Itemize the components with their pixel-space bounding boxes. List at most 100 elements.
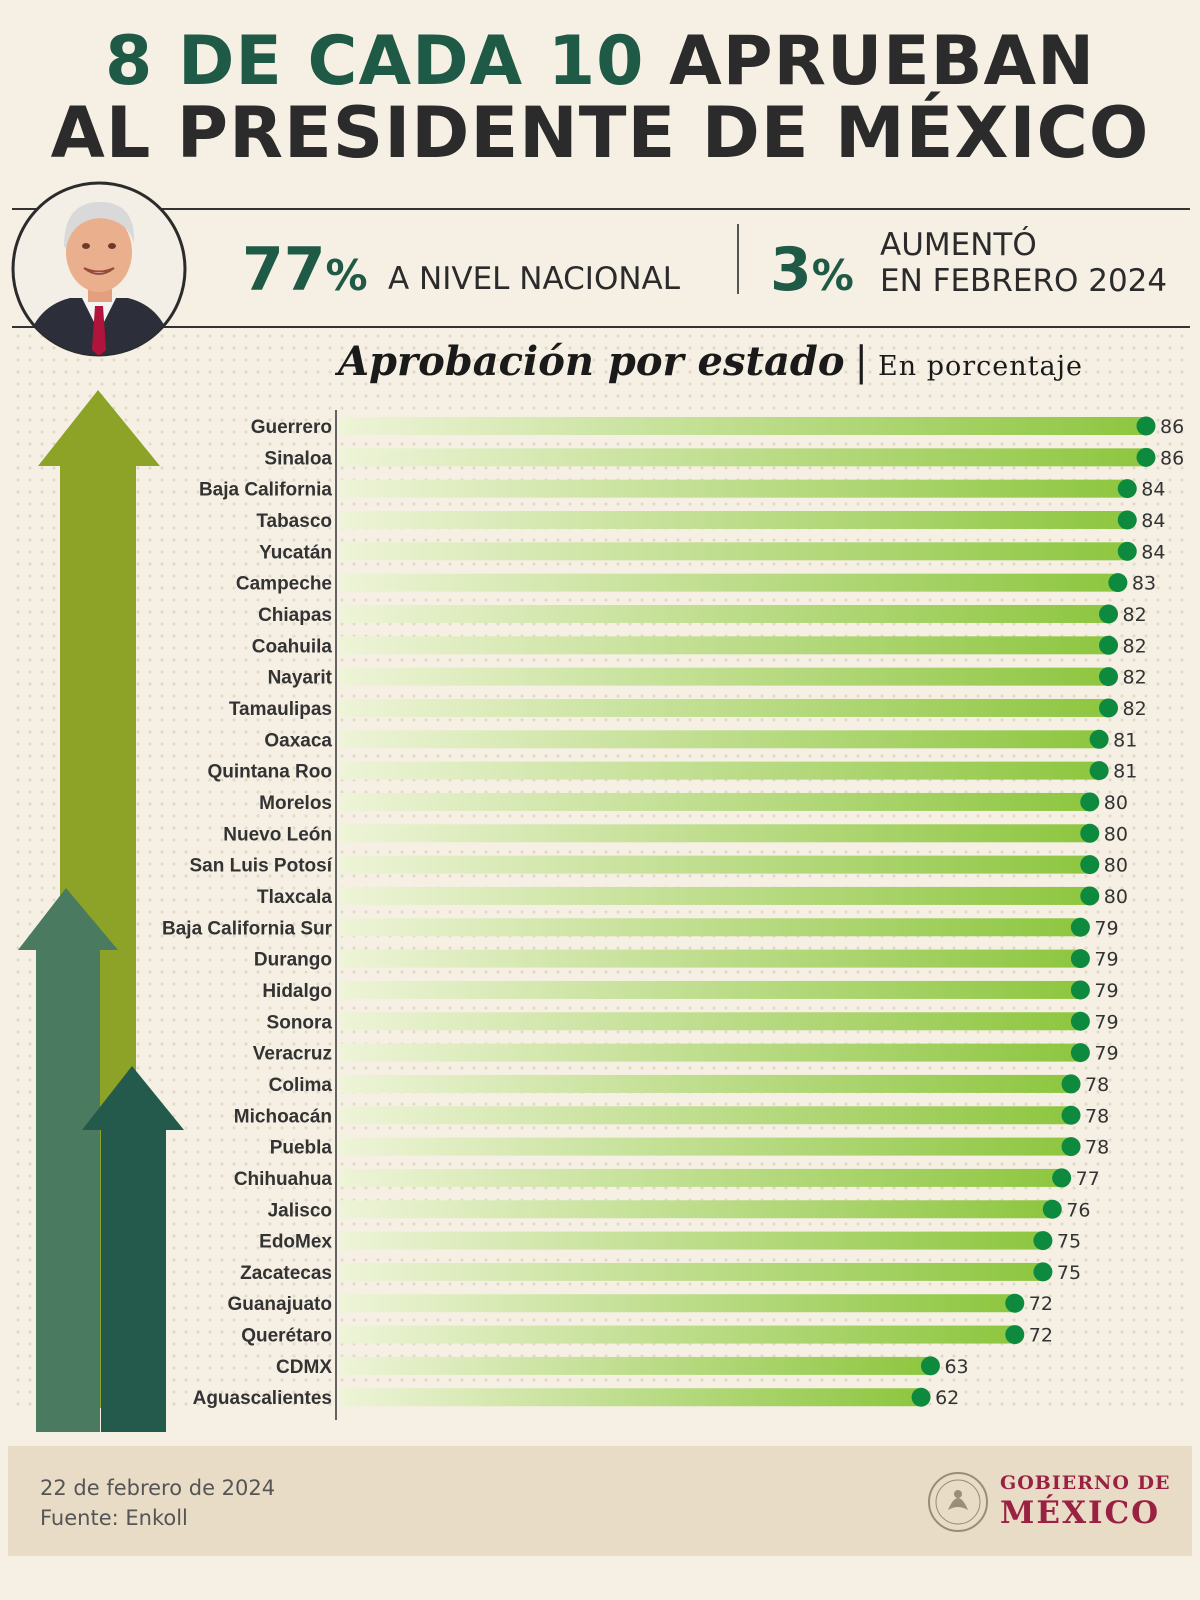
bar-end-dot [1117,510,1137,530]
category-label: Morelos [259,793,332,814]
category-label: CDMX [276,1357,332,1378]
value-label: 84 [1141,510,1165,532]
bar [340,479,1128,498]
value-label: 62 [935,1387,959,1409]
bar [340,636,1109,655]
footer-source: Fuente: Enkoll [40,1506,188,1530]
value-label: 75 [1057,1262,1081,1284]
chart-subtitle: En porcentaje [878,351,1083,382]
bar-end-dot [1099,698,1119,718]
value-label: 63 [944,1356,968,1378]
category-label: EdoMex [259,1232,332,1253]
value-label: 79 [1094,1043,1118,1065]
headline-line1: 8 DE CADA 10 APRUEBAN [0,28,1200,96]
bar-end-dot [920,1356,940,1376]
title-separator: | [854,339,869,385]
value-label: 82 [1123,667,1147,689]
bar [340,949,1081,968]
bar [340,573,1118,592]
category-label: Tabasco [256,511,332,532]
bar-end-dot [1005,1293,1025,1313]
headline-line2: AL PRESIDENTE DE MÉXICO [50,92,1150,174]
bar-end-dot [1117,541,1137,561]
chart-title-main: Aprobación por estado [338,338,845,385]
bar-end-dot [1070,1011,1090,1031]
value-label: 82 [1123,698,1147,720]
increase-label-line2: EN FEBRERO 2024 [880,263,1168,299]
bar-end-dot [1136,447,1156,467]
national-approval-value: 77% [242,235,368,305]
category-label: Aguascalientes [193,1388,332,1409]
bar [340,824,1090,843]
footer: 22 de febrero de 2024 Fuente: Enkoll GOB… [8,1446,1192,1556]
value-label: 83 [1132,573,1156,595]
bar [340,1074,1072,1093]
bar [340,1231,1043,1250]
category-label: Chiapas [258,605,332,626]
bar-end-dot [1080,855,1100,875]
bar-end-dot [1136,416,1156,436]
bar [340,761,1100,780]
value-label: 79 [1094,1011,1118,1033]
value-label: 84 [1141,541,1165,563]
value-label: 81 [1113,761,1137,783]
category-label: Nayarit [268,668,333,689]
bar [340,542,1128,561]
bar-end-dot [1089,729,1109,749]
value-label: 77 [1076,1168,1100,1190]
bar-end-dot [1117,479,1137,499]
value-label: 79 [1094,917,1118,939]
bar-end-dot [1042,1199,1062,1219]
bar-end-dot [1061,1137,1081,1157]
category-label: Querétaro [241,1326,332,1347]
bar [340,855,1090,874]
bar [340,980,1081,999]
bar-end-dot [1070,917,1090,937]
eagle-seal-icon [928,1472,988,1532]
value-label: 79 [1094,980,1118,1002]
bar [340,1262,1043,1281]
national-approval-label: A NIVEL NACIONAL [388,261,681,297]
category-label: Oaxaca [264,730,332,751]
increase-value: 3% [770,235,854,305]
value-label: 86 [1160,416,1184,438]
bar [340,1294,1015,1313]
category-label: Durango [254,950,332,971]
bar [340,1325,1015,1344]
category-label: Quintana Roo [207,762,332,783]
value-label: 72 [1029,1325,1053,1347]
category-label: Nuevo León [223,824,332,845]
bar [340,1168,1062,1187]
bar [340,792,1090,811]
bar [340,918,1081,937]
bar-end-dot [1108,573,1128,593]
bar [340,1137,1072,1156]
value-label: 82 [1123,635,1147,657]
value-label: 72 [1029,1293,1053,1315]
headline-highlight: 8 DE CADA 10 [104,22,645,101]
value-label: 80 [1104,855,1128,877]
bar-end-dot [1080,886,1100,906]
value-label: 78 [1085,1137,1109,1159]
increase-label-line1: AUMENTÓ [880,227,1037,263]
bar [340,417,1146,435]
value-label: 76 [1066,1199,1090,1221]
bars-layer: Guerrero 86 Sinaloa 86 Baja California 84 Taba… [162,416,1184,1409]
value-label: 78 [1085,1074,1109,1096]
value-label: 80 [1104,792,1128,814]
bar-end-dot [1061,1074,1081,1094]
bar [340,604,1109,623]
top-divider [12,208,1190,210]
bar-end-dot [1089,761,1109,781]
category-label: Colima [269,1075,333,1096]
value-label: 82 [1123,604,1147,626]
value-label: 84 [1141,479,1165,501]
bar-end-dot [1080,792,1100,812]
value-label: 79 [1094,949,1118,971]
bar [340,1388,922,1407]
category-label: Sinaloa [264,448,332,469]
category-label: San Luis Potosí [189,856,332,877]
bar-end-dot [1099,635,1119,655]
arrow-sage [18,888,118,1432]
footer-date: 22 de febrero de 2024 [40,1476,276,1500]
